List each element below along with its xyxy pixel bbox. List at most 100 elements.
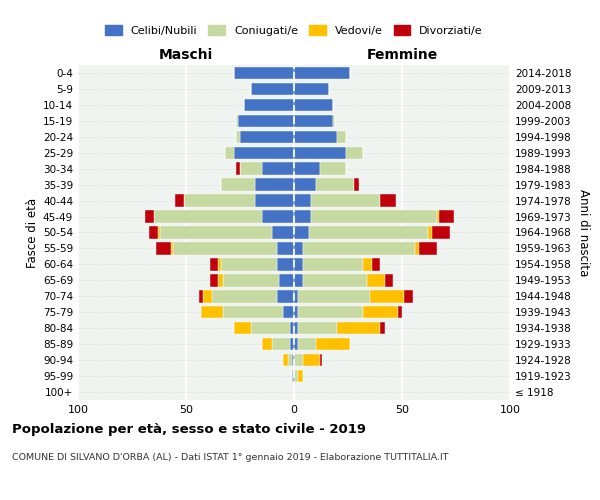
Bar (380, 194, 395, 207)
Bar (287, 354, 292, 366)
Bar (283, 306, 294, 318)
Bar (292, 370, 294, 382)
Text: COMUNE DI SILVANO D'ORBA (AL) - Dati ISTAT 1° gennaio 2019 - Elaborazione TUTTIT: COMUNE DI SILVANO D'ORBA (AL) - Dati IST… (12, 452, 449, 462)
Bar (233, 322, 251, 334)
Bar (184, 194, 255, 207)
Bar (294, 370, 298, 382)
Bar (311, 194, 380, 207)
Bar (272, 226, 294, 238)
Bar (294, 258, 302, 270)
Bar (272, 338, 290, 350)
Bar (203, 290, 212, 302)
Bar (218, 274, 223, 286)
Bar (223, 306, 283, 318)
Bar (279, 274, 294, 286)
Text: Femmine: Femmine (367, 48, 437, 62)
Bar (154, 210, 262, 223)
Bar (240, 162, 262, 175)
Bar (363, 306, 398, 318)
Bar (294, 226, 309, 238)
Bar (294, 114, 333, 127)
Bar (363, 258, 372, 270)
Bar (294, 162, 320, 175)
Bar (380, 322, 385, 334)
Bar (298, 306, 363, 318)
Bar (370, 290, 404, 302)
Bar (294, 242, 302, 254)
Bar (292, 354, 294, 366)
Bar (262, 162, 294, 175)
Bar (355, 178, 359, 191)
Bar (210, 258, 218, 270)
Bar (419, 242, 437, 254)
Bar (145, 210, 154, 223)
Bar (158, 226, 160, 238)
Bar (210, 274, 218, 286)
Bar (320, 354, 322, 366)
Bar (432, 226, 449, 238)
Bar (262, 338, 272, 350)
Bar (199, 290, 203, 302)
Y-axis label: Fasce di età: Fasce di età (26, 198, 39, 268)
Bar (221, 258, 277, 270)
Bar (294, 338, 298, 350)
Bar (294, 178, 316, 191)
Bar (294, 67, 350, 79)
Bar (298, 370, 302, 382)
Bar (298, 338, 316, 350)
Bar (294, 82, 329, 95)
Bar (218, 258, 221, 270)
Bar (320, 162, 346, 175)
Bar (294, 146, 346, 159)
Bar (225, 146, 233, 159)
Bar (238, 114, 294, 127)
Bar (294, 354, 302, 366)
Y-axis label: Anni di nascita: Anni di nascita (577, 189, 590, 276)
Bar (302, 354, 320, 366)
Bar (316, 178, 355, 191)
Bar (255, 194, 294, 207)
Legend: Celibi/Nubili, Coniugati/e, Vedovi/e, Divorziati/e: Celibi/Nubili, Coniugati/e, Vedovi/e, Di… (101, 20, 487, 40)
Bar (316, 338, 350, 350)
Bar (385, 274, 394, 286)
Bar (233, 67, 294, 79)
Bar (290, 322, 294, 334)
Bar (298, 322, 337, 334)
Bar (311, 210, 437, 223)
Bar (149, 226, 158, 238)
Bar (346, 146, 363, 159)
Bar (255, 178, 294, 191)
Bar (333, 114, 335, 127)
Bar (251, 322, 290, 334)
Bar (156, 242, 171, 254)
Bar (283, 354, 287, 366)
Bar (302, 274, 367, 286)
Bar (294, 194, 311, 207)
Bar (404, 290, 413, 302)
Bar (367, 274, 385, 286)
Bar (398, 306, 402, 318)
Bar (437, 210, 439, 223)
Bar (240, 130, 294, 143)
Bar (212, 290, 277, 302)
Bar (236, 114, 238, 127)
Text: Maschi: Maschi (159, 48, 213, 62)
Bar (290, 338, 294, 350)
Bar (294, 210, 311, 223)
Bar (428, 226, 432, 238)
Text: Popolazione per età, sesso e stato civile - 2019: Popolazione per età, sesso e stato civil… (12, 422, 366, 436)
Bar (439, 210, 454, 223)
Bar (298, 290, 370, 302)
Bar (171, 242, 173, 254)
Bar (415, 242, 419, 254)
Bar (221, 178, 255, 191)
Bar (294, 322, 298, 334)
Bar (277, 290, 294, 302)
Bar (294, 290, 298, 302)
Bar (236, 130, 240, 143)
Bar (175, 194, 184, 207)
Bar (223, 274, 279, 286)
Bar (302, 242, 415, 254)
Bar (372, 258, 380, 270)
Bar (160, 226, 272, 238)
